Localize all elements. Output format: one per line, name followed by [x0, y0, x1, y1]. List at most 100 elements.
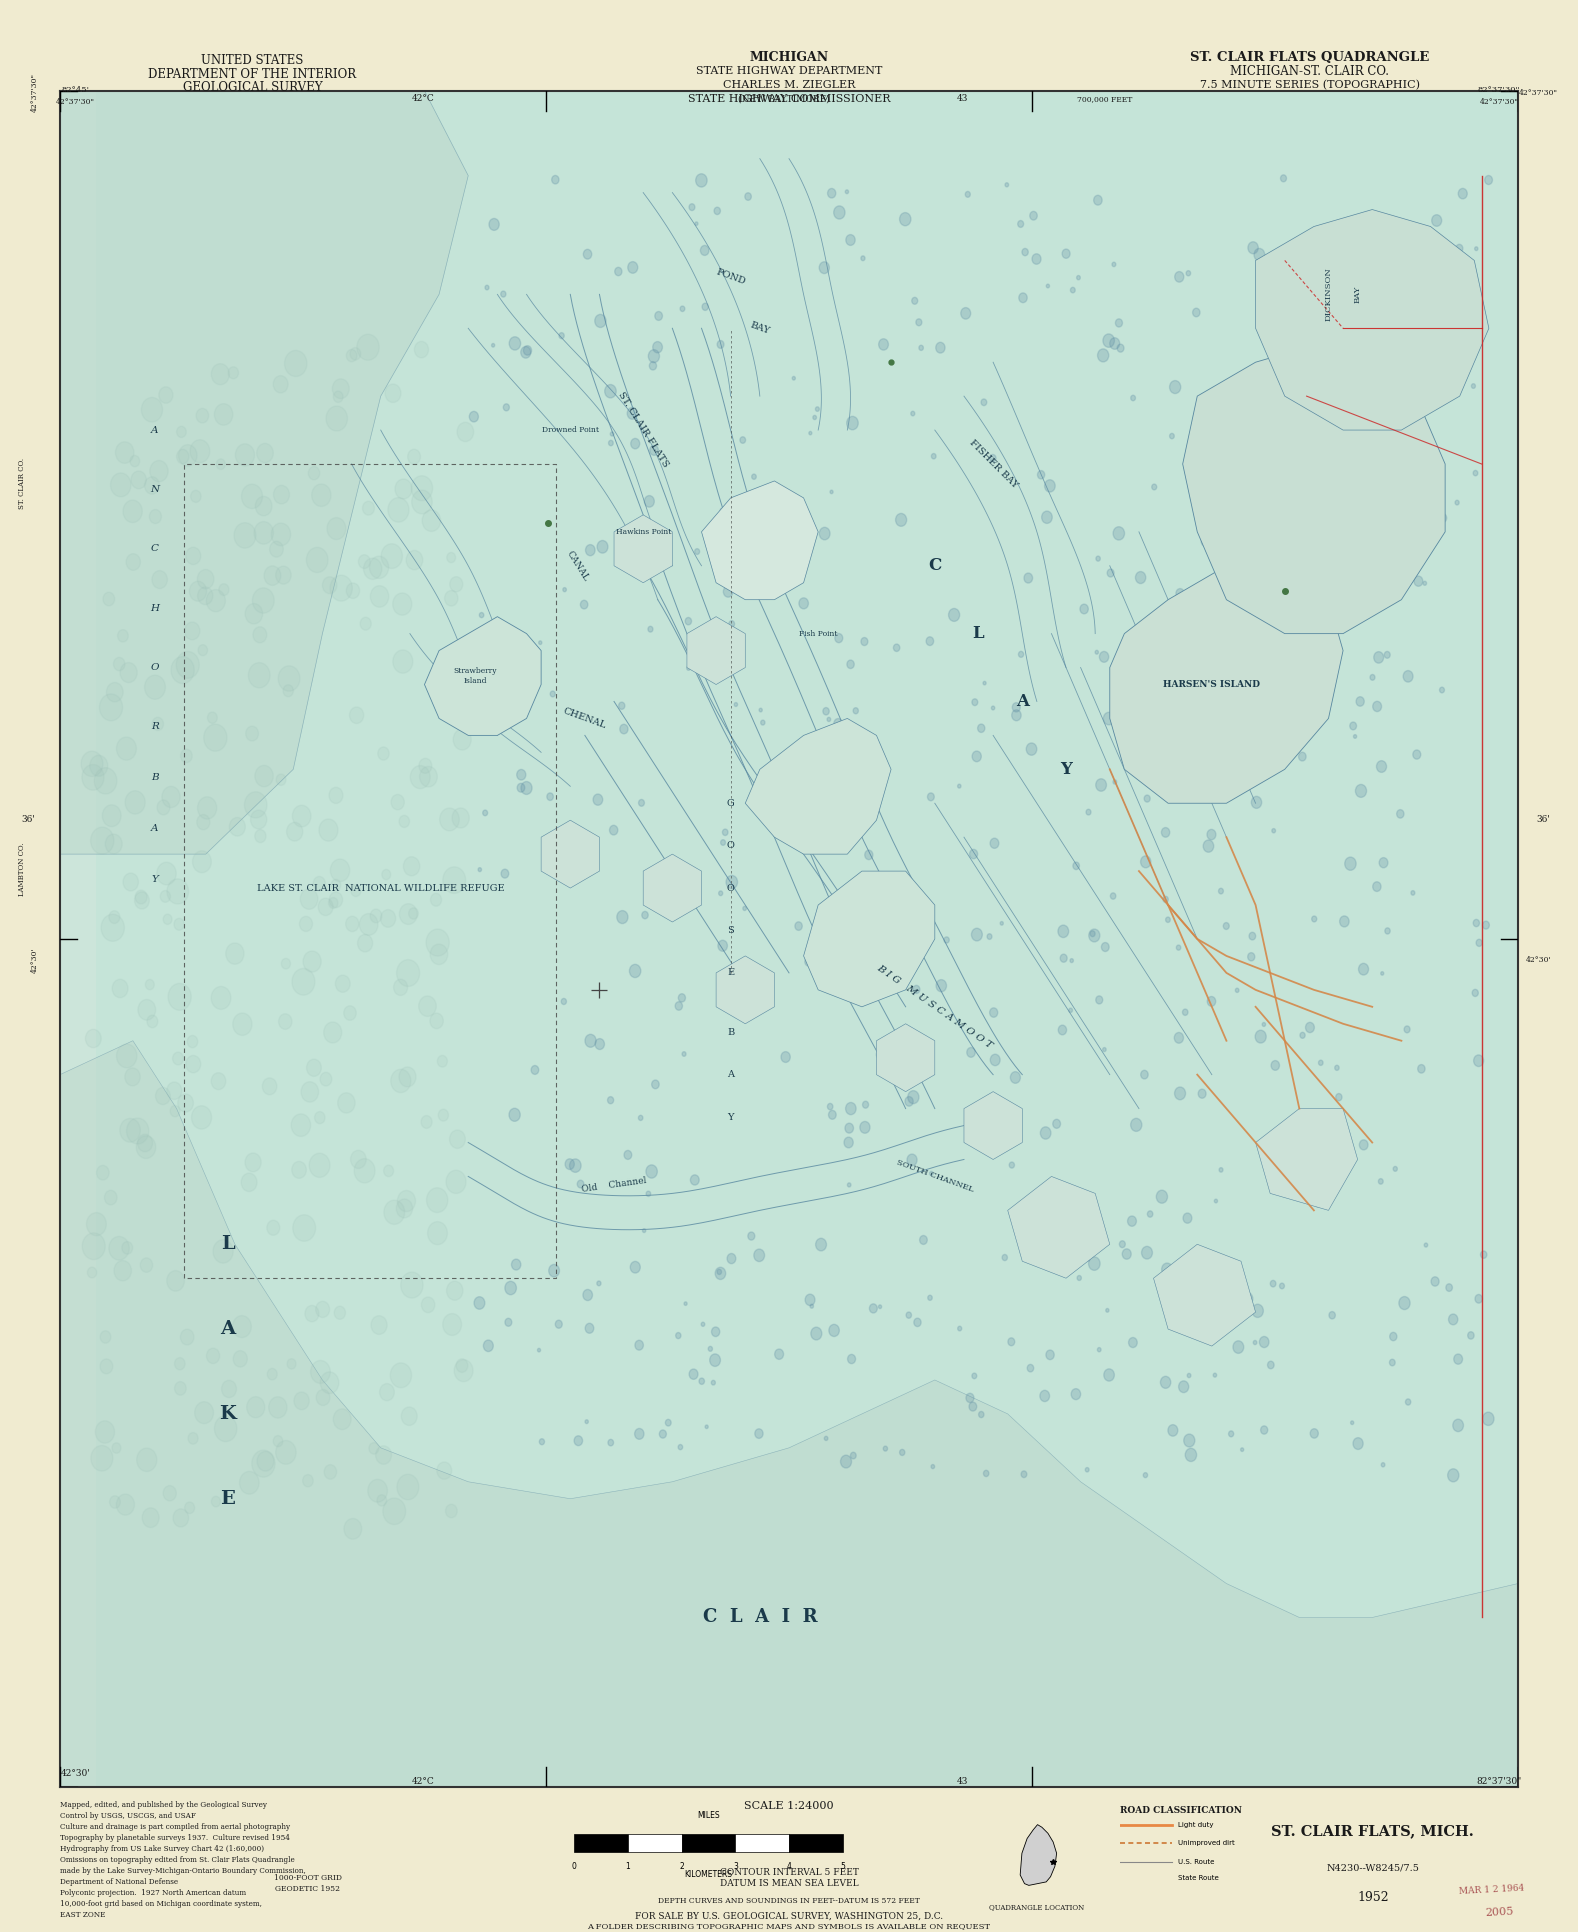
Circle shape	[99, 1331, 110, 1343]
Circle shape	[1359, 1140, 1368, 1150]
Circle shape	[87, 1213, 106, 1236]
Circle shape	[399, 815, 410, 827]
Circle shape	[795, 922, 802, 931]
Circle shape	[1090, 931, 1095, 937]
Circle shape	[721, 840, 726, 846]
Circle shape	[1157, 1190, 1168, 1204]
Circle shape	[174, 1509, 189, 1526]
Text: 43: 43	[956, 1777, 969, 1785]
Circle shape	[1198, 620, 1201, 622]
Circle shape	[245, 603, 262, 624]
Circle shape	[813, 415, 816, 419]
Circle shape	[1267, 1362, 1273, 1368]
Circle shape	[241, 1173, 257, 1192]
Circle shape	[805, 956, 813, 966]
Circle shape	[1482, 922, 1490, 929]
Circle shape	[819, 527, 830, 539]
Circle shape	[966, 191, 970, 197]
Circle shape	[604, 384, 617, 398]
Circle shape	[1302, 355, 1305, 359]
Text: FISHER BAY: FISHER BAY	[967, 439, 1019, 491]
Circle shape	[353, 1159, 376, 1182]
Circle shape	[649, 361, 656, 371]
Circle shape	[241, 485, 262, 508]
Circle shape	[204, 724, 227, 752]
Text: DEPARTMENT OF THE INTERIOR: DEPARTMENT OF THE INTERIOR	[148, 68, 357, 81]
Circle shape	[1289, 417, 1300, 429]
Circle shape	[193, 850, 211, 873]
Circle shape	[87, 1267, 96, 1277]
Circle shape	[911, 412, 915, 415]
Circle shape	[484, 286, 489, 290]
Circle shape	[137, 1134, 153, 1151]
Circle shape	[521, 346, 530, 357]
Circle shape	[655, 311, 663, 321]
Text: Fish Point: Fish Point	[798, 630, 838, 638]
Circle shape	[1250, 373, 1259, 384]
Circle shape	[437, 1055, 447, 1066]
Circle shape	[1059, 1026, 1067, 1036]
Circle shape	[330, 860, 350, 881]
Circle shape	[1144, 1472, 1147, 1478]
Circle shape	[136, 1136, 156, 1159]
Circle shape	[1259, 1337, 1269, 1349]
Circle shape	[254, 829, 267, 842]
Circle shape	[1032, 253, 1041, 265]
Circle shape	[406, 551, 423, 570]
Text: ST. CLAIR FLATS QUADRANGLE: ST. CLAIR FLATS QUADRANGLE	[1190, 52, 1430, 64]
Circle shape	[972, 927, 983, 941]
Circle shape	[131, 471, 147, 489]
Circle shape	[360, 914, 379, 935]
Circle shape	[1414, 576, 1423, 585]
Circle shape	[532, 1066, 538, 1074]
Circle shape	[199, 645, 208, 655]
Circle shape	[327, 518, 346, 539]
Circle shape	[928, 1294, 933, 1300]
Circle shape	[300, 889, 317, 910]
Circle shape	[1423, 582, 1427, 585]
Circle shape	[1021, 1235, 1032, 1246]
Circle shape	[185, 622, 200, 639]
Circle shape	[1027, 1364, 1034, 1372]
Circle shape	[300, 916, 312, 931]
Circle shape	[213, 1240, 234, 1264]
Text: MILES: MILES	[697, 1812, 720, 1820]
Circle shape	[1213, 1374, 1217, 1378]
Circle shape	[1103, 1047, 1106, 1051]
Circle shape	[709, 1347, 713, 1350]
Circle shape	[716, 340, 724, 348]
Circle shape	[679, 1445, 683, 1449]
Circle shape	[330, 576, 352, 601]
Circle shape	[234, 524, 256, 549]
Circle shape	[320, 1372, 339, 1393]
Circle shape	[483, 810, 488, 815]
Circle shape	[619, 701, 625, 709]
Circle shape	[420, 767, 437, 786]
Circle shape	[775, 1349, 784, 1360]
Circle shape	[884, 1447, 887, 1451]
Circle shape	[503, 404, 510, 412]
Circle shape	[1370, 458, 1378, 468]
Circle shape	[822, 707, 828, 715]
Circle shape	[1373, 701, 1382, 711]
Circle shape	[907, 1153, 917, 1165]
Circle shape	[1187, 270, 1191, 276]
Circle shape	[1390, 1360, 1395, 1366]
Circle shape	[710, 1354, 721, 1366]
Circle shape	[1356, 784, 1367, 798]
Circle shape	[431, 945, 448, 964]
Circle shape	[972, 699, 978, 705]
Circle shape	[443, 867, 466, 893]
Circle shape	[1329, 1312, 1335, 1320]
Circle shape	[483, 1341, 494, 1352]
Circle shape	[1376, 761, 1387, 773]
Circle shape	[1068, 1009, 1073, 1012]
Circle shape	[235, 444, 254, 466]
Circle shape	[1198, 1090, 1206, 1097]
Circle shape	[1005, 184, 1008, 187]
Circle shape	[734, 703, 737, 707]
Text: 42°C: 42°C	[412, 1777, 434, 1785]
Text: Y: Y	[1060, 761, 1071, 779]
Text: L: L	[972, 626, 985, 641]
Circle shape	[377, 1495, 387, 1507]
